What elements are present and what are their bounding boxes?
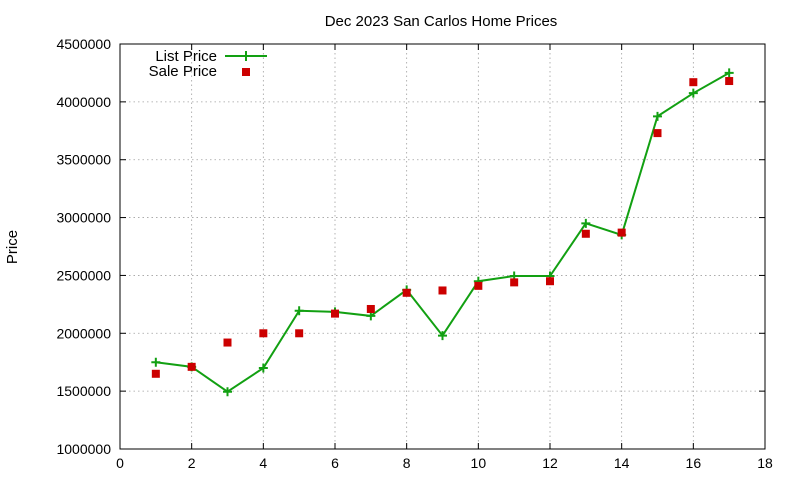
list-price-point [688,88,698,98]
list-price-point [438,331,447,341]
sale-price-point [331,309,339,318]
sale-price-point [617,228,626,237]
sale-price-point [259,329,268,338]
x-tick-label: 12 [542,455,558,471]
y-tick-label: 2500000 [56,267,111,283]
legend-label-sale-price: Sale Price [149,63,217,80]
plot-frame [119,43,766,450]
legend: List Price Sale Price [149,48,267,80]
grid-layer [120,44,765,449]
sale-price-point [581,229,590,238]
sale-price-point [438,286,447,295]
chart-title: Dec 2023 San Carlos Home Prices [325,13,558,30]
sale-price-point [402,288,411,297]
x-tick-label: 16 [686,455,702,471]
x-tick-label: 10 [471,455,487,471]
sale-price-point [366,304,375,313]
x-tick-label: 4 [259,455,267,471]
list-price-point [653,111,662,121]
y-tick-label: 4000000 [56,94,111,110]
legend-marker-sale-price [242,68,250,76]
list-price-point [223,387,232,397]
sale-price-point [187,362,196,371]
x-tick-label: 6 [331,455,339,471]
list-price-point [151,357,161,367]
list-price-point [724,68,734,78]
sale-price-point [474,281,483,290]
y-tick-label: 2000000 [56,325,111,341]
sale-price-point [725,77,734,86]
y-tick-label: 1000000 [56,441,111,457]
sale-price-point [151,369,160,378]
x-tick-label: 0 [116,455,124,471]
sale-price-point [223,338,232,347]
x-tick-label: 2 [188,455,196,471]
tick-layer: 0 2 4 6 8 10 12 14 16 18 1000000 1500000 2000000 2500… [56,36,773,471]
list-price-point [258,363,268,373]
series-layer [151,68,734,397]
legend-marker-list-price [241,51,251,61]
y-axis-label: Price [4,230,21,264]
sale-price-point [546,277,554,286]
y-tick-label: 3000000 [56,210,111,226]
sale-price-point [295,329,304,338]
legend-label-list-price: List Price [155,48,217,65]
x-tick-label: 8 [403,455,411,471]
list-price-point [294,306,304,316]
y-tick-label: 1500000 [56,383,111,399]
sale-price-point [510,278,519,287]
x-tick-label: 18 [757,455,773,471]
sale-price-point [689,78,698,87]
series-sale-price [151,77,734,378]
series-list-price [151,68,734,397]
list-price-line [155,72,730,393]
x-tick-label: 14 [614,455,630,471]
y-tick-label: 4500000 [56,36,111,52]
sale-price-point [653,129,662,138]
y-tick-label: 3500000 [56,152,111,168]
list-price-point [581,218,591,228]
